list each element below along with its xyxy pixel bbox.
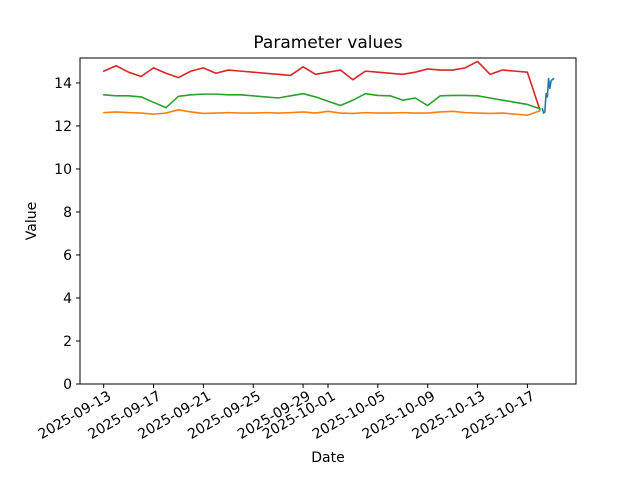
y-tick-label: 12 — [54, 119, 72, 135]
y-tick-label: 2 — [63, 334, 72, 350]
series-line-blue — [541, 77, 555, 114]
series-group — [102, 60, 555, 116]
plot-frame — [79, 57, 577, 385]
y-axis-ticks: 0 2 4 6 8 10 12 14 — [54, 76, 80, 393]
y-tick-label: 14 — [54, 76, 72, 92]
y-tick-label: 10 — [54, 162, 72, 178]
y-tick-label: 6 — [63, 248, 72, 264]
series-line-red — [102, 60, 541, 111]
series-line-orange — [102, 109, 541, 116]
x-axis-label: Date — [311, 450, 344, 466]
y-tick-label: 8 — [63, 205, 72, 221]
x-axis-ticks: 2025-09-132025-09-172025-09-212025-09-25… — [36, 384, 538, 443]
chart-title: Parameter values — [253, 33, 402, 53]
series-line-green — [102, 92, 541, 110]
y-axis-label: Value — [24, 202, 40, 240]
y-tick-label: 0 — [63, 377, 72, 393]
y-tick-label: 4 — [63, 291, 72, 307]
